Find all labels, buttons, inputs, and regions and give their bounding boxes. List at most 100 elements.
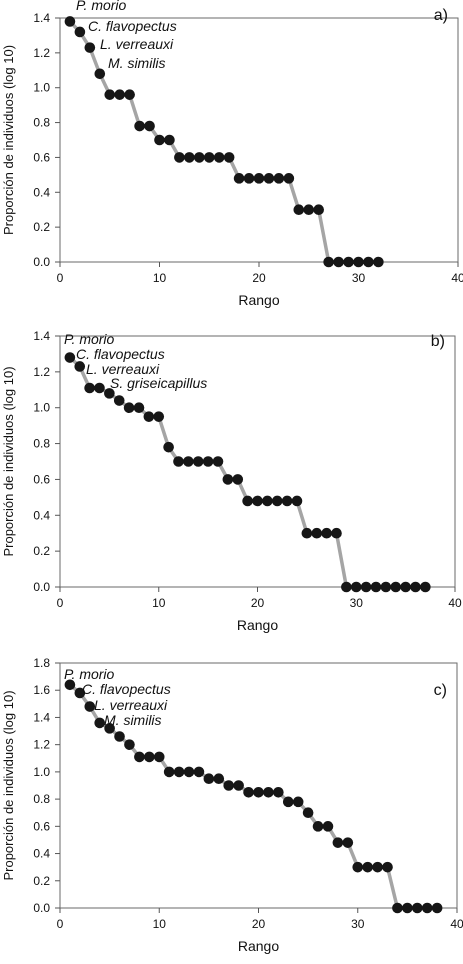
data-point	[173, 766, 185, 778]
data-point	[263, 787, 274, 798]
y-tick-label: 1.0	[33, 81, 50, 95]
y-tick-label: 0.0	[33, 255, 50, 269]
y-tick-label: 0.4	[33, 508, 50, 522]
data-point	[341, 581, 352, 593]
data-point	[183, 766, 195, 778]
data-point	[194, 152, 205, 163]
y-tick-label: 0.8	[33, 437, 50, 451]
data-point	[362, 861, 373, 873]
data-point	[390, 581, 402, 593]
data-point	[313, 204, 325, 216]
data-point	[84, 42, 96, 53]
y-tick-label: 0.0	[33, 580, 50, 594]
data-point	[333, 256, 344, 268]
data-point	[273, 787, 284, 798]
y-tick-label: 0.4	[33, 847, 50, 861]
data-point	[64, 679, 76, 691]
data-point	[292, 796, 304, 808]
data-point	[301, 527, 313, 539]
species-annotation: P. morio	[76, 0, 127, 13]
data-point	[94, 382, 105, 394]
data-point	[213, 773, 225, 784]
y-tick-label: 1.8	[33, 656, 50, 670]
data-point	[331, 527, 342, 539]
y-tick-label: 1.6	[33, 683, 50, 697]
data-point	[104, 89, 116, 100]
data-point	[431, 902, 443, 914]
data-point	[114, 89, 125, 100]
y-tick-label: 1.0	[33, 765, 50, 779]
data-point	[74, 687, 86, 699]
data-point	[143, 411, 155, 422]
data-point	[370, 581, 382, 593]
species-annotation: P. morio	[64, 331, 115, 347]
chart-svg: 0.0 0.2 0.4 0.6 0.8 1.0 1.2 1.4 0 10 20 30 40 Rango Pr…	[1, 0, 463, 308]
species-annotation: L. verreauxi	[100, 36, 174, 52]
data-point	[233, 780, 244, 791]
x-axis-label: Rango	[238, 938, 279, 954]
data-point	[291, 495, 303, 507]
data-point	[173, 456, 184, 467]
data-point	[243, 787, 254, 798]
data-point	[174, 152, 185, 163]
data-point	[262, 495, 273, 507]
data-point	[342, 837, 354, 848]
data-point	[232, 474, 244, 485]
y-axis-label: Proporción de individuos (log 10)	[1, 366, 16, 556]
data-point	[163, 766, 175, 778]
x-tick-label: 30	[352, 271, 366, 285]
x-tick-label: 20	[252, 271, 266, 285]
data-point	[263, 173, 275, 184]
data-point	[164, 134, 175, 146]
data-point	[94, 717, 105, 729]
data-point	[222, 474, 234, 485]
data-point	[184, 152, 195, 163]
x-tick-label: 0	[57, 596, 64, 610]
data-point	[311, 527, 323, 539]
data-point	[124, 89, 135, 100]
series-line	[68, 356, 426, 589]
y-tick-label: 0.8	[33, 116, 50, 130]
x-tick-label: 20	[252, 917, 266, 931]
data-point	[104, 723, 115, 734]
data-point	[380, 581, 392, 593]
x-tick-label: 20	[251, 596, 265, 610]
data-point	[64, 352, 76, 363]
data-point	[242, 495, 253, 507]
y-tick-label: 1.4	[33, 329, 50, 343]
data-point	[321, 527, 332, 539]
data-point	[392, 902, 403, 914]
species-annotation: C. flavopectus	[82, 681, 171, 697]
data-point	[163, 441, 174, 453]
data-point	[212, 456, 224, 467]
y-tick-label: 1.0	[33, 401, 50, 415]
data-point	[113, 395, 125, 406]
data-point	[192, 456, 204, 467]
data-point	[124, 739, 135, 750]
x-axis-label: Rango	[237, 617, 278, 633]
species-annotation: L. verreauxi	[94, 697, 168, 713]
chart-svg: 0.0 0.2 0.4 0.6 0.8 1.0 1.2 1.4 0 10 20 30 40 Rango Pr…	[1, 329, 462, 633]
data-point	[183, 456, 194, 467]
chart-panel-c: 0.0 0.2 0.4 0.6 0.8 1.0 1.2 1.4 1.6 1.8 0 10 20 30 40 R…	[0, 644, 463, 964]
data-point	[233, 173, 245, 184]
y-tick-label: 0.0	[33, 901, 50, 915]
data-point	[343, 256, 354, 268]
data-point	[134, 751, 145, 763]
data-point	[350, 581, 362, 593]
data-point	[144, 120, 155, 132]
data-point	[360, 581, 372, 593]
data-point	[302, 807, 314, 819]
panel-label: a)	[434, 7, 448, 24]
data-point	[114, 731, 125, 742]
x-tick-label: 10	[153, 917, 167, 931]
y-tick-label: 1.2	[33, 738, 50, 752]
y-tick-label: 0.2	[33, 544, 50, 558]
y-tick-label: 1.2	[33, 365, 50, 379]
data-point	[202, 456, 214, 467]
chart-panel-b: 0.0 0.2 0.4 0.6 0.8 1.0 1.2 1.4 0 10 20 30 40 Rango Pr…	[0, 322, 463, 644]
data-point	[243, 173, 255, 184]
x-tick-label: 10	[152, 596, 166, 610]
data-point	[323, 256, 334, 268]
x-tick-label: 0	[57, 271, 64, 285]
